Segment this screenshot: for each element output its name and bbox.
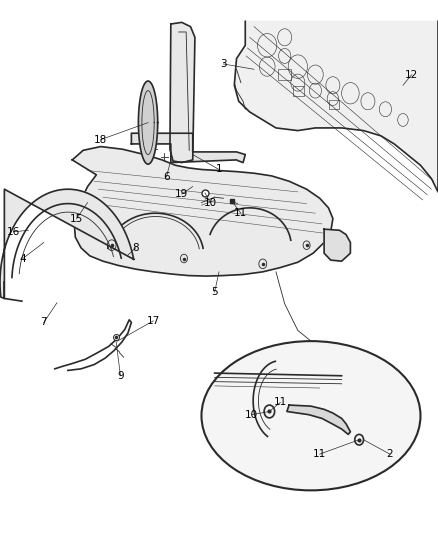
Polygon shape — [287, 405, 350, 434]
Text: 9: 9 — [117, 371, 124, 381]
Text: 11: 11 — [274, 398, 287, 407]
Text: 18: 18 — [94, 135, 107, 144]
Text: 8: 8 — [132, 243, 139, 253]
Text: 11: 11 — [234, 208, 247, 218]
Polygon shape — [170, 22, 195, 163]
Text: 6: 6 — [163, 172, 170, 182]
Polygon shape — [131, 133, 245, 163]
Text: 17: 17 — [147, 316, 160, 326]
Polygon shape — [234, 21, 438, 192]
Text: 1: 1 — [215, 165, 223, 174]
Text: 10: 10 — [245, 410, 258, 419]
Text: 7: 7 — [40, 318, 47, 327]
Text: 16: 16 — [7, 227, 20, 237]
Text: 19: 19 — [175, 189, 188, 199]
Text: 4: 4 — [19, 254, 26, 263]
Polygon shape — [0, 189, 134, 298]
Text: 10: 10 — [204, 198, 217, 207]
Polygon shape — [324, 229, 350, 261]
Text: 15: 15 — [70, 214, 83, 223]
Bar — [293, 86, 304, 96]
Text: 2: 2 — [386, 449, 393, 459]
Bar — [328, 100, 339, 109]
Polygon shape — [72, 147, 333, 276]
Text: 11: 11 — [313, 449, 326, 459]
Text: 5: 5 — [211, 287, 218, 297]
Ellipse shape — [201, 341, 420, 490]
Text: 12: 12 — [405, 70, 418, 79]
Text: 3: 3 — [220, 59, 227, 69]
Polygon shape — [138, 81, 158, 164]
Bar — [278, 69, 291, 80]
